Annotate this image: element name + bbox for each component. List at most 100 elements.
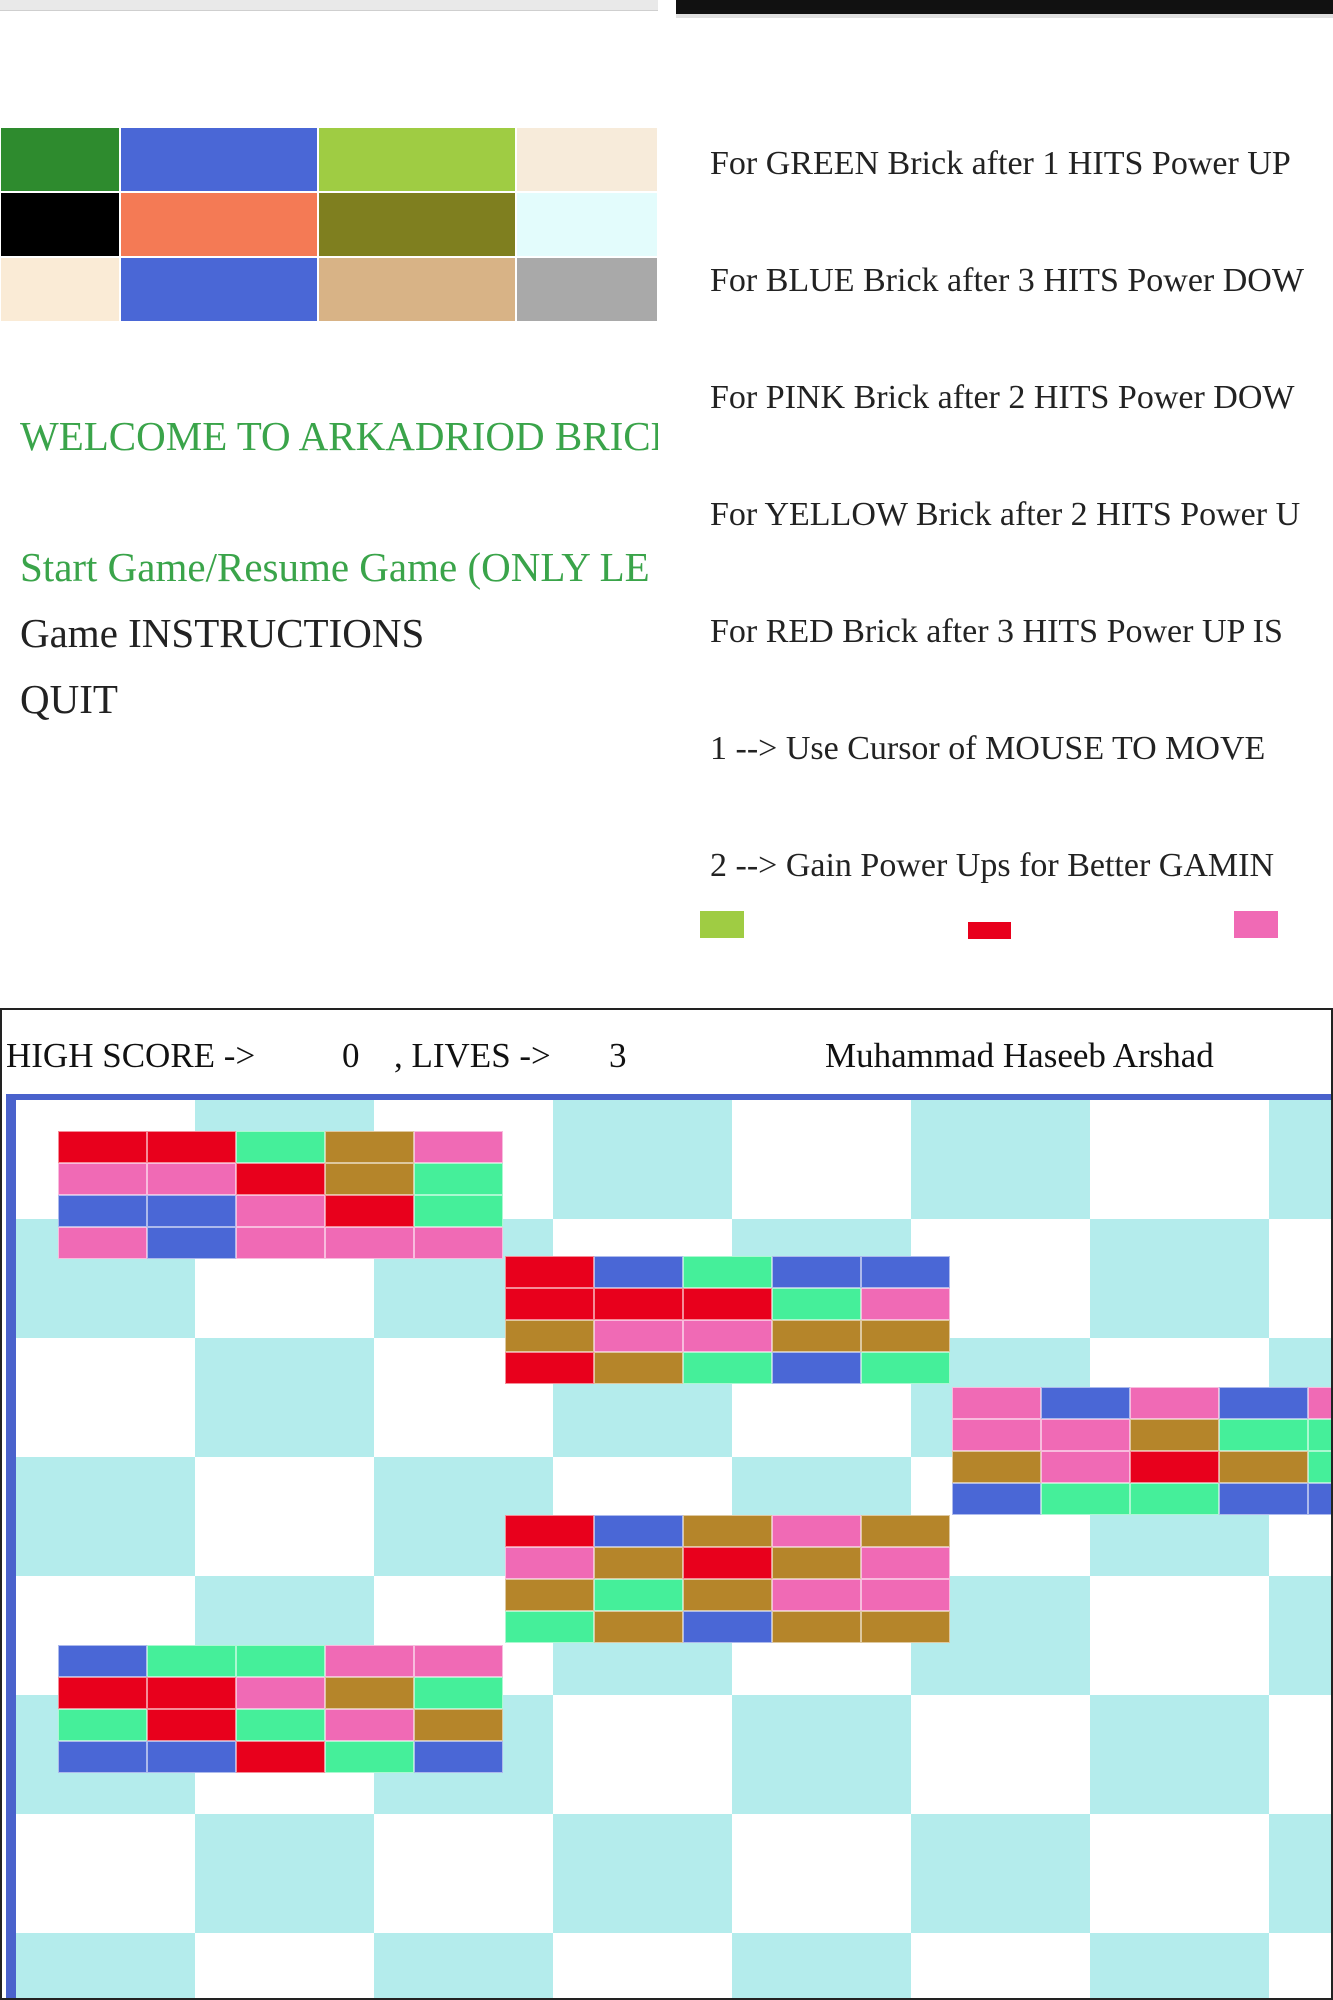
brick-blue xyxy=(772,1256,861,1288)
brick-blue xyxy=(952,1483,1041,1515)
brick-blue xyxy=(594,1256,683,1288)
brick-blue xyxy=(594,1515,683,1547)
brick-brown xyxy=(594,1547,683,1579)
menu-brick xyxy=(318,192,516,257)
game-board[interactable] xyxy=(6,1094,1331,1998)
brick-green xyxy=(414,1677,503,1709)
brick-brown xyxy=(772,1320,861,1352)
menu-brick xyxy=(516,257,658,322)
board-tile xyxy=(16,1933,195,1998)
menu-brick xyxy=(120,192,318,257)
brick-blue xyxy=(58,1741,147,1773)
brick-red xyxy=(58,1131,147,1163)
instruction-line: For RED Brick after 3 HITS Power UP IS xyxy=(710,613,1283,650)
brick-red xyxy=(505,1256,594,1288)
instruction-line: For PINK Brick after 2 HITS Power DOW xyxy=(710,379,1295,416)
window-top-bar xyxy=(676,0,1333,18)
brick-green xyxy=(1219,1419,1308,1451)
board-tile xyxy=(732,1695,911,1814)
brick-blue xyxy=(1308,1483,1331,1515)
brick-green xyxy=(1130,1483,1219,1515)
main-menu-panel: WELCOME TO ARKADRIOD BRICK Start Game/Re… xyxy=(0,0,658,990)
brick-pink xyxy=(325,1227,414,1259)
brick-brown xyxy=(325,1677,414,1709)
menu-brick xyxy=(0,192,120,257)
high-score-value: 0 xyxy=(342,1036,360,1075)
pink-powerup-icon xyxy=(1234,911,1278,938)
board-tile xyxy=(195,1814,374,1933)
menu-brick xyxy=(0,127,120,192)
board-tile xyxy=(195,1338,374,1457)
menu-brick xyxy=(318,257,516,322)
brick-brown xyxy=(414,1709,503,1741)
brick-red xyxy=(505,1288,594,1320)
brick-pink xyxy=(952,1387,1041,1419)
brick-brown xyxy=(325,1163,414,1195)
brick-green xyxy=(414,1163,503,1195)
brick-red xyxy=(147,1131,236,1163)
brick-blue xyxy=(147,1227,236,1259)
brick-blue xyxy=(414,1741,503,1773)
menu-brick xyxy=(516,192,658,257)
window-top-bar xyxy=(0,0,658,11)
brick-pink xyxy=(236,1195,325,1227)
hud-bar: HIGH SCORE -> 0 , LIVES -> 3 Muhammad Ha… xyxy=(2,1010,1331,1094)
instruction-line: For GREEN Brick after 1 HITS Power UP xyxy=(710,145,1291,182)
brick-pink xyxy=(236,1227,325,1259)
brick-green xyxy=(325,1741,414,1773)
quit-menu-item[interactable]: QUIT xyxy=(20,676,118,722)
brick-green xyxy=(236,1131,325,1163)
start-game-menu-item[interactable]: Start Game/Resume Game (ONLY LE xyxy=(20,544,650,590)
menu-brick xyxy=(120,127,318,192)
instruction-line: 1 --> Use Cursor of MOUSE TO MOVE xyxy=(710,730,1266,767)
brick-red xyxy=(505,1352,594,1384)
brick-red xyxy=(58,1677,147,1709)
brick-green xyxy=(236,1645,325,1677)
brick-pink xyxy=(1041,1451,1130,1483)
brick-blue xyxy=(58,1645,147,1677)
instruction-line: For YELLOW Brick after 2 HITS Power U xyxy=(710,496,1301,533)
brick-blue xyxy=(1219,1387,1308,1419)
brick-brown xyxy=(952,1451,1041,1483)
brick-green xyxy=(236,1709,325,1741)
brick-pink xyxy=(1041,1419,1130,1451)
instruction-line: 2 --> Gain Power Ups for Better GAMIN xyxy=(710,847,1275,884)
brick-green xyxy=(1041,1483,1130,1515)
brick-brown xyxy=(325,1131,414,1163)
brick-pink xyxy=(1308,1387,1331,1419)
high-score-label: HIGH SCORE -> xyxy=(6,1036,256,1075)
brick-pink xyxy=(861,1579,950,1611)
board-tile xyxy=(1090,1933,1269,1998)
brick-pink xyxy=(414,1645,503,1677)
lives-value: 3 xyxy=(609,1036,627,1075)
brick-pink xyxy=(147,1163,236,1195)
board-tile xyxy=(1269,1576,1331,1695)
brick-pink xyxy=(505,1547,594,1579)
brick-red xyxy=(325,1195,414,1227)
green-powerup-icon xyxy=(700,911,744,938)
brick-red xyxy=(236,1163,325,1195)
game-instructions-menu-item[interactable]: Game INSTRUCTIONS xyxy=(20,610,425,656)
brick-red xyxy=(505,1515,594,1547)
brick-blue xyxy=(1219,1483,1308,1515)
brick-green xyxy=(683,1352,772,1384)
brick-brown xyxy=(505,1320,594,1352)
brick-blue xyxy=(147,1195,236,1227)
red-powerup-icon xyxy=(968,922,1011,939)
brick-pink xyxy=(594,1320,683,1352)
instruction-line: For BLUE Brick after 3 HITS Power DOW xyxy=(710,262,1304,299)
brick-pink xyxy=(1130,1387,1219,1419)
board-tile xyxy=(374,1933,553,1998)
brick-blue xyxy=(1041,1387,1130,1419)
brick-brown xyxy=(594,1352,683,1384)
brick-pink xyxy=(58,1163,147,1195)
brick-pink xyxy=(861,1547,950,1579)
brick-red xyxy=(147,1709,236,1741)
brick-blue xyxy=(772,1352,861,1384)
brick-pink xyxy=(861,1288,950,1320)
brick-red xyxy=(236,1741,325,1773)
author-name: Muhammad Haseeb Arshad xyxy=(825,1036,1214,1075)
brick-brown xyxy=(683,1515,772,1547)
brick-pink xyxy=(772,1579,861,1611)
brick-green xyxy=(594,1579,683,1611)
